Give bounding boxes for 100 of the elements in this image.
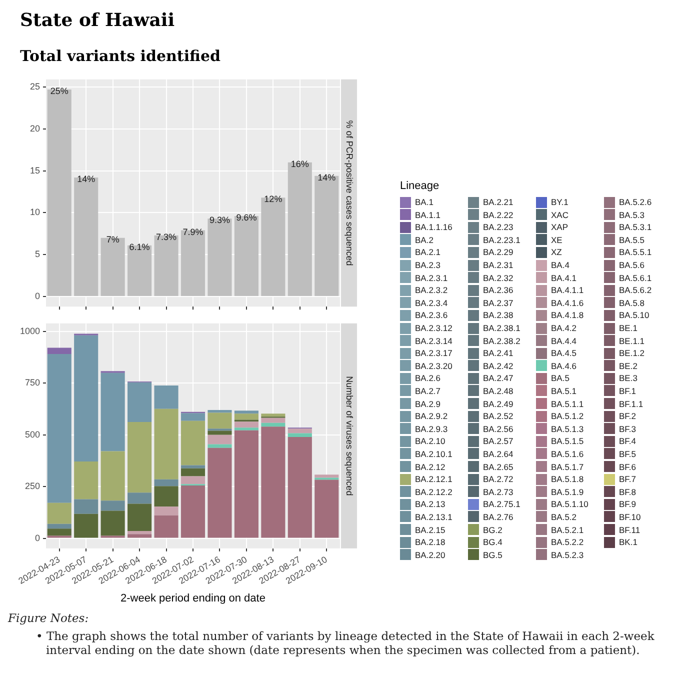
legend-label: BA.5.2.6 <box>619 197 652 208</box>
legend-label: BF.9 <box>619 499 636 510</box>
legend-label: BA.5.1.8 <box>551 474 584 484</box>
legend-label: BA.5.8 <box>619 298 645 308</box>
bar <box>128 245 152 296</box>
legend-label: BA.2.10.1 <box>415 448 452 459</box>
legend-label: BA.5.1.6 <box>551 448 584 459</box>
bar <box>100 238 125 296</box>
legend-label: BA.2.56 <box>483 424 514 434</box>
bar <box>208 444 232 448</box>
legend-label: BA.5.1.2 <box>551 411 584 422</box>
bar <box>288 436 312 538</box>
legend-label: BA.2.48 <box>483 386 514 396</box>
text: Figure Notes: <box>8 611 90 625</box>
bar <box>154 408 178 480</box>
legend-label: BA.4.6 <box>551 360 577 371</box>
y-tick-label: 10 <box>30 207 40 218</box>
legend-label: BA.2.76 <box>483 512 514 522</box>
bar <box>234 414 258 420</box>
bar <box>154 235 178 296</box>
y-axis-title: Number of viruses sequenced <box>344 376 355 496</box>
legend-label: BA.5.6.1 <box>619 272 652 283</box>
bar <box>154 515 178 538</box>
bar <box>261 426 286 538</box>
bar <box>128 531 152 534</box>
bar <box>261 418 286 423</box>
bar <box>47 502 72 524</box>
bar <box>180 468 206 476</box>
y-axis-title: % of PCR-positive cases sequenced <box>344 120 355 266</box>
bar <box>154 385 178 409</box>
legend-label: BA.2.52 <box>483 411 514 422</box>
legend-label: BA.5.1.1 <box>551 398 584 409</box>
legend-label: BA.2.65 <box>483 462 514 472</box>
legend-label: BA.5.2.1 <box>551 524 584 535</box>
legend-label: BA.2.49 <box>483 398 514 409</box>
bar <box>47 354 72 503</box>
data-label: 12% <box>264 194 282 204</box>
legend-label: BA.2.18 <box>415 537 446 548</box>
bar <box>154 506 178 516</box>
legend-label: BA.2.9 <box>415 398 441 409</box>
bar <box>180 413 206 421</box>
data-label: 7% <box>106 234 120 244</box>
legend-label: BA.5.6 <box>619 260 645 270</box>
legend-label: BF.1.1 <box>619 398 644 409</box>
legend-label: BA.2.32 <box>483 272 514 283</box>
x-axis-title: 2-week period ending on date <box>120 592 266 604</box>
legend-label: BA.5.1.5 <box>551 436 584 446</box>
legend-label: BA.2 <box>415 234 434 245</box>
legend-label: BF.6 <box>619 462 636 472</box>
data-label: 6.1% <box>129 242 150 252</box>
legend-label: BG.5 <box>483 550 502 560</box>
y-tick-label: 15 <box>30 165 40 176</box>
bar <box>74 514 98 538</box>
chart-subtitle: Total variants identified <box>20 47 222 65</box>
legend-label: BE.1 <box>619 323 638 334</box>
legend-label: BA.2.12.1 <box>415 474 452 484</box>
bar <box>47 348 72 354</box>
bar <box>261 198 286 296</box>
legend-label: BA.2.64 <box>483 448 514 459</box>
bar <box>47 528 72 536</box>
legend-label: BA.2.31 <box>483 260 514 270</box>
legend-label: BA.4.1.1 <box>551 285 584 296</box>
legend-label: BA.2.29 <box>483 247 514 258</box>
legend-label: BA.2.12.2 <box>415 486 452 497</box>
y-tick-label: 25 <box>30 81 40 92</box>
legend-label: BA.2.38.1 <box>483 323 520 334</box>
bar <box>288 433 312 437</box>
legend-label: BA.2.3 <box>415 260 441 270</box>
legend-label: BF.3 <box>619 424 636 434</box>
legend-label: BF.1 <box>619 386 636 396</box>
bar <box>74 335 98 462</box>
legend-label: BA.4 <box>551 260 570 270</box>
bar <box>180 486 206 538</box>
legend-label: BA.2.36 <box>483 285 514 296</box>
bar <box>74 462 98 500</box>
legend-label: BA.2.41 <box>483 348 514 358</box>
bar <box>154 486 178 507</box>
legend-label: BA.2.73 <box>483 486 514 497</box>
legend-label: BE.3 <box>619 373 638 384</box>
legend-label: BF.8 <box>619 486 636 497</box>
y-tick-label: 750 <box>24 378 40 388</box>
y-tick-label: 20 <box>30 123 40 134</box>
legend-label: BA.5.5.1 <box>619 247 652 258</box>
legend-label: BA.2.3.4 <box>415 298 448 308</box>
bar <box>314 480 339 538</box>
legend-label: BA.2.75.1 <box>483 499 520 510</box>
legend-label: BA.2.9.2 <box>415 411 448 422</box>
legend-label: BA.4.1.8 <box>551 310 584 320</box>
legend-label: XZ <box>551 247 562 258</box>
legend-label: BA.2.3.2 <box>415 285 448 296</box>
bar <box>261 422 286 427</box>
legend-label: BA.4.2 <box>551 323 577 334</box>
legend-label: BA.5.1.9 <box>551 486 584 497</box>
legend-label: BE.1.1 <box>619 336 645 346</box>
legend-label: BA.2.3.12 <box>415 323 452 334</box>
legend-title: Lineage <box>400 180 440 192</box>
legend-label: BF.5 <box>619 448 636 459</box>
y-tick-label: 500 <box>24 429 40 440</box>
legend-label: BF.2 <box>619 411 636 422</box>
chart-title: State of Hawaii <box>20 10 176 31</box>
